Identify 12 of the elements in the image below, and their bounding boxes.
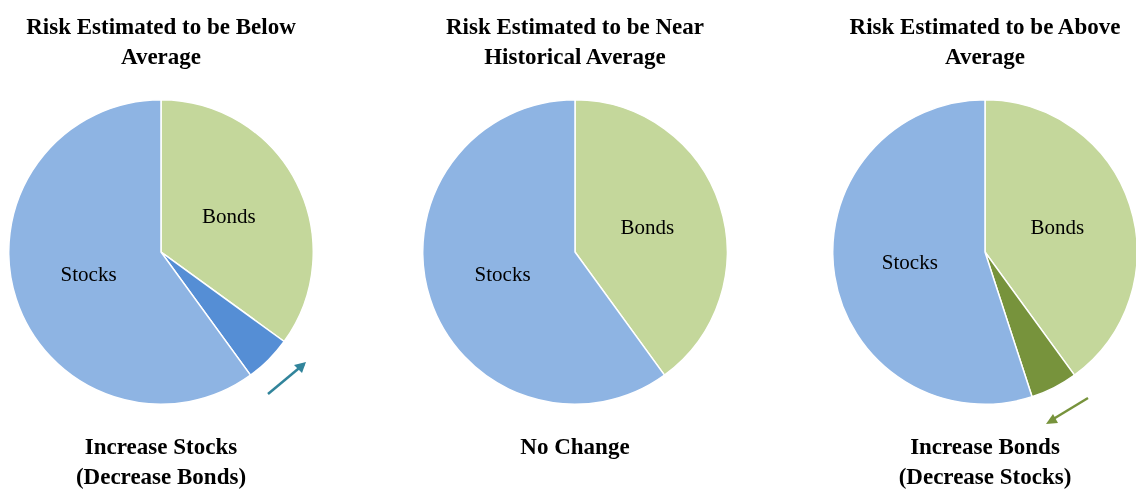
- slice-label: Stocks: [474, 262, 531, 287]
- text: Increase Bonds (Decrease Stocks): [897, 433, 1073, 491]
- slice-label: Bonds: [201, 203, 256, 228]
- slice-label: Bonds: [1030, 214, 1085, 239]
- text: No Change: [519, 433, 631, 461]
- slice-label: Stocks: [881, 250, 938, 275]
- slice-label: Bonds: [620, 214, 675, 239]
- chart-title: Risk Estimated to be Near Historical Average: [444, 13, 706, 71]
- slice-label: Stocks: [60, 262, 117, 287]
- chart-title: Risk Estimated to be Above Average: [848, 13, 1122, 71]
- text: Increase Stocks (Decrease Bonds): [74, 433, 248, 491]
- chart-title: Risk Estimated to be Below Average: [25, 13, 297, 71]
